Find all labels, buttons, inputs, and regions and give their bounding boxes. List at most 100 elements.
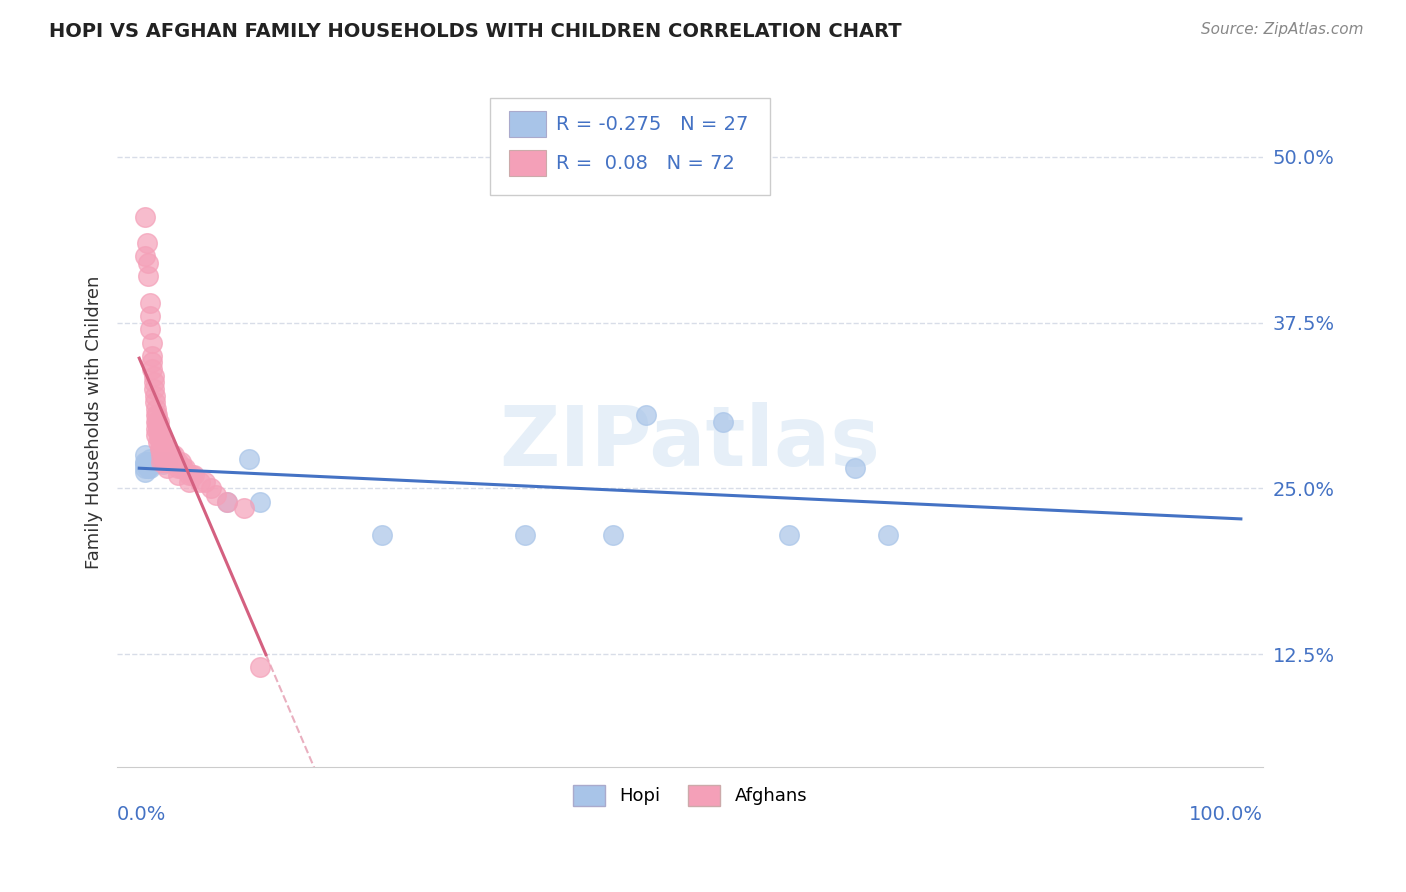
Point	[139, 309, 162, 323]
Point	[194, 475, 217, 489]
Point	[170, 461, 193, 475]
Point	[156, 461, 179, 475]
Point	[634, 409, 657, 423]
Point	[711, 415, 734, 429]
Point	[166, 455, 188, 469]
Point	[157, 455, 180, 469]
Point	[134, 455, 156, 469]
Point	[778, 527, 800, 541]
Point	[134, 461, 156, 475]
Point	[145, 422, 167, 436]
Point	[156, 455, 179, 469]
Point	[136, 256, 159, 270]
Point	[232, 501, 254, 516]
Point	[166, 468, 188, 483]
Point	[152, 448, 174, 462]
Point	[139, 322, 162, 336]
Point	[159, 455, 181, 469]
FancyBboxPatch shape	[509, 112, 546, 137]
Point	[139, 295, 162, 310]
Point	[145, 415, 167, 429]
Point	[163, 448, 186, 462]
Point	[162, 455, 184, 469]
Point	[183, 468, 205, 483]
Point	[165, 455, 187, 469]
Point	[148, 415, 170, 429]
Point	[139, 461, 162, 475]
Point	[157, 448, 180, 462]
Point	[156, 442, 179, 456]
Point	[370, 527, 392, 541]
Point	[141, 335, 163, 350]
Point	[205, 488, 228, 502]
Point	[148, 455, 170, 469]
Point	[146, 434, 169, 449]
Point	[513, 527, 536, 541]
Point	[602, 527, 624, 541]
Point	[188, 475, 211, 489]
Point	[142, 368, 165, 383]
Point	[152, 442, 174, 456]
Point	[181, 468, 204, 483]
Point	[145, 428, 167, 442]
Point	[150, 448, 173, 462]
Text: R =  0.08   N = 72: R = 0.08 N = 72	[555, 154, 735, 173]
Point	[146, 422, 169, 436]
Point	[141, 349, 163, 363]
Point	[146, 409, 169, 423]
Point	[149, 442, 172, 456]
Point	[174, 461, 197, 475]
Text: 0.0%: 0.0%	[117, 805, 166, 823]
Point	[146, 415, 169, 429]
Point	[153, 442, 176, 456]
Point	[145, 409, 167, 423]
Point	[148, 428, 170, 442]
Point	[150, 442, 173, 456]
Point	[200, 481, 222, 495]
Point	[136, 236, 159, 251]
Point	[143, 388, 166, 402]
Point	[141, 458, 163, 472]
Point	[217, 494, 239, 508]
Point	[172, 461, 194, 475]
Text: Source: ZipAtlas.com: Source: ZipAtlas.com	[1201, 22, 1364, 37]
Point	[141, 455, 163, 469]
Point	[149, 434, 172, 449]
Point	[148, 422, 170, 436]
Point	[134, 249, 156, 263]
Point	[166, 461, 188, 475]
Point	[139, 458, 162, 472]
Point	[150, 434, 173, 449]
Point	[153, 455, 176, 469]
Point	[149, 428, 172, 442]
Point	[156, 448, 179, 462]
Point	[145, 401, 167, 416]
Point	[153, 448, 176, 462]
Point	[134, 458, 156, 472]
Text: 100.0%: 100.0%	[1189, 805, 1263, 823]
Point	[152, 455, 174, 469]
Point	[139, 452, 162, 467]
Text: R = -0.275   N = 27: R = -0.275 N = 27	[555, 115, 748, 134]
Point	[249, 494, 271, 508]
Point	[145, 455, 167, 469]
Point	[152, 458, 174, 472]
Text: HOPI VS AFGHAN FAMILY HOUSEHOLDS WITH CHILDREN CORRELATION CHART: HOPI VS AFGHAN FAMILY HOUSEHOLDS WITH CH…	[49, 22, 901, 41]
Point	[152, 434, 174, 449]
Point	[162, 448, 184, 462]
FancyBboxPatch shape	[509, 150, 546, 176]
Point	[136, 455, 159, 469]
Point	[134, 210, 156, 224]
Point	[877, 527, 900, 541]
Point	[136, 461, 159, 475]
Point	[844, 461, 866, 475]
Point	[136, 269, 159, 284]
Point	[141, 355, 163, 369]
Y-axis label: Family Households with Children: Family Households with Children	[86, 276, 103, 569]
Point	[134, 466, 156, 480]
Point	[217, 494, 239, 508]
Point	[134, 448, 156, 462]
FancyBboxPatch shape	[489, 98, 770, 194]
Point	[170, 455, 193, 469]
Point	[141, 362, 163, 376]
